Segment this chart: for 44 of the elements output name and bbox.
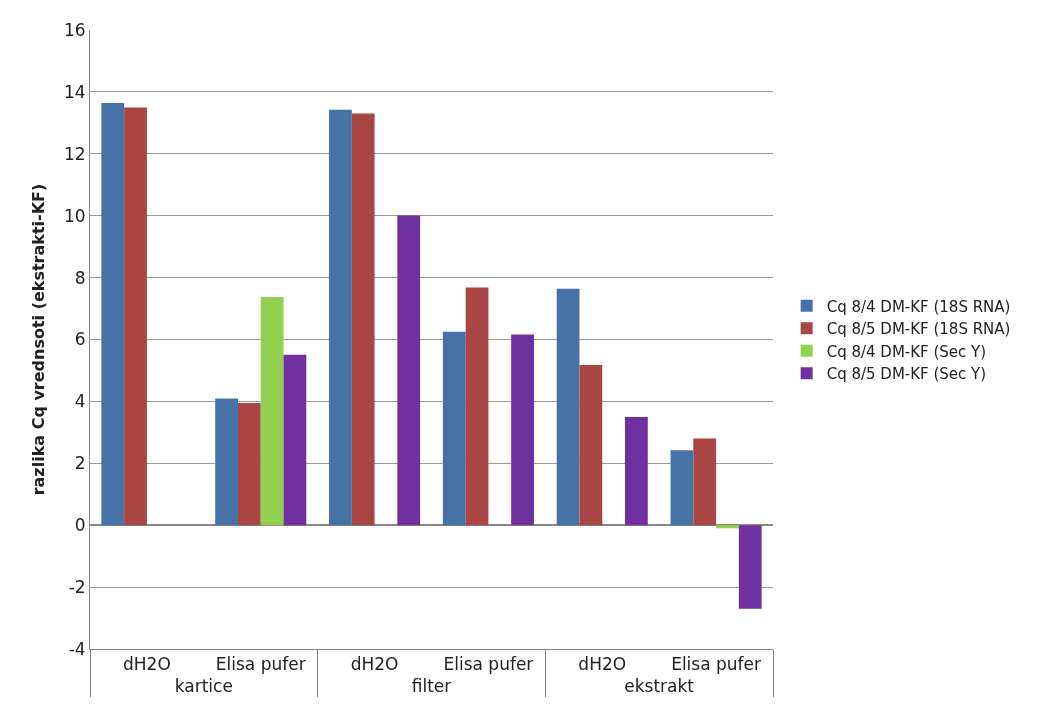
legend-label: Cq 8/5 DM-KF (Sec Y): [826, 365, 987, 384]
y-tick-label: 10: [63, 205, 86, 226]
y-tick-label: 14: [63, 81, 86, 102]
bar: [465, 287, 489, 526]
bar: [693, 438, 717, 526]
bar: [738, 525, 762, 609]
y-tick-label: 0: [74, 515, 86, 536]
x-tick-label: dH2O: [123, 654, 171, 675]
legend-label: Cq 8/4 DM-KF (18S RNA): [826, 297, 1011, 316]
text: filter: [411, 676, 452, 697]
bar: [511, 334, 534, 526]
bar: [716, 525, 739, 529]
bar: [283, 354, 307, 526]
bar: [260, 297, 284, 526]
y-tick-label: -2: [68, 577, 86, 598]
y-tick-label: 6: [74, 329, 86, 350]
bar: [397, 215, 421, 526]
legend-label: Cq 8/5 DM-KF (18S RNA): [826, 320, 1011, 339]
bar: [625, 416, 648, 526]
bar: [329, 109, 352, 526]
y-axis-title: razlika Cq vrednsoti (ekstrakti-KF): [28, 183, 48, 496]
legend-label: Cq 8/4 DM-KF (Sec Y): [826, 342, 987, 361]
bar: [579, 364, 603, 526]
y-tick-label: 16: [63, 19, 86, 40]
y-tick-label: 12: [63, 143, 86, 164]
y-tick-label: -4: [68, 638, 86, 659]
y-tick-label: 8: [74, 267, 86, 288]
bar: [670, 450, 694, 526]
x-tick-label: Elisa pufer: [671, 654, 762, 675]
bar: [351, 113, 375, 526]
x-tick-label: dH2O: [578, 654, 627, 675]
bar: [124, 107, 147, 526]
text: ekstrakt: [624, 676, 695, 697]
y-tick-label: 4: [74, 391, 86, 412]
x-tick-label: dH2O: [350, 654, 399, 675]
x-tick-label: Elisa pufer: [215, 654, 306, 675]
bar: [101, 103, 125, 526]
bar: [556, 288, 580, 526]
y-tick-label: 2: [74, 453, 86, 474]
text: kartice: [174, 676, 233, 697]
bar: [215, 398, 238, 526]
x-tick-label: Elisa pufer: [443, 654, 534, 675]
bar: [237, 402, 261, 526]
bar: [442, 331, 466, 526]
